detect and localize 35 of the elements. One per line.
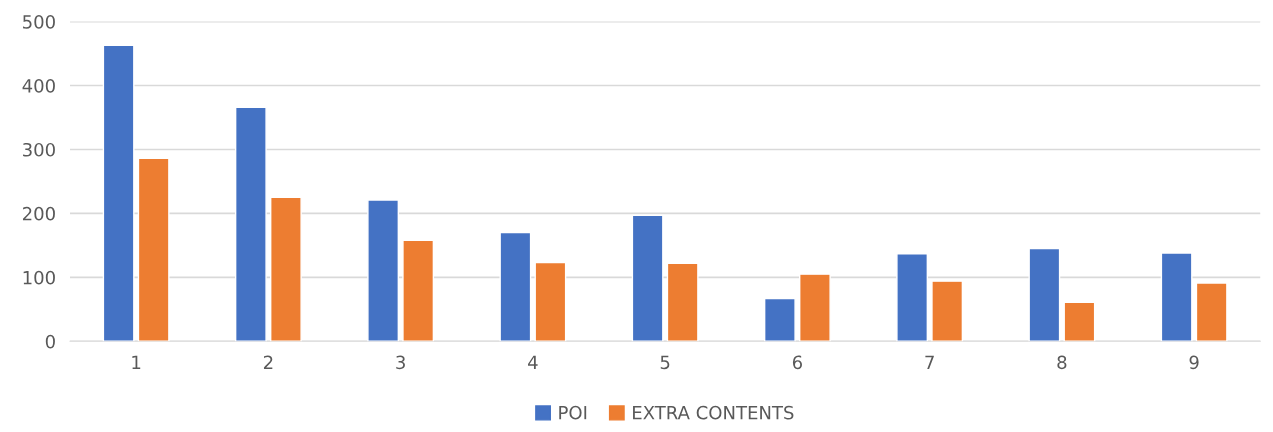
x-tick-label: 8	[1057, 355, 1067, 370]
x-tick-label: 4	[528, 355, 538, 369]
y-tick-label: 100	[23, 270, 55, 285]
bar	[137, 157, 170, 342]
bar	[534, 261, 567, 342]
x-tick-label: 1	[132, 355, 141, 369]
bar	[631, 214, 664, 342]
x-tick-label: 2	[263, 355, 273, 369]
bar	[1195, 282, 1228, 342]
bar	[367, 199, 400, 342]
bar	[1028, 247, 1061, 342]
y-tick-label: 200	[22, 206, 55, 221]
x-tick-label: 3	[396, 355, 405, 370]
x-tick-label: 5	[660, 355, 670, 370]
legend-label: EXTRA CONTENTS	[633, 405, 794, 420]
bar	[499, 231, 532, 342]
y-tick-label: 500	[23, 15, 55, 29]
bar	[402, 239, 435, 342]
y-tick-label: 400	[22, 79, 55, 93]
bar	[666, 262, 699, 342]
legend-label: POI	[559, 405, 587, 420]
bar	[763, 297, 796, 342]
bar	[234, 106, 267, 342]
x-tick-label: 7	[925, 355, 934, 369]
bar	[102, 44, 135, 342]
y-tick-label: 0	[45, 334, 55, 349]
x-tick-label: 9	[1189, 355, 1199, 370]
bar	[270, 196, 302, 342]
y-tick-label: 300	[23, 142, 55, 157]
bar	[799, 273, 831, 342]
bar	[1063, 301, 1096, 342]
bar	[896, 252, 929, 342]
bar	[931, 280, 964, 342]
bar	[1160, 252, 1193, 342]
x-tick-label: 6	[792, 355, 802, 370]
